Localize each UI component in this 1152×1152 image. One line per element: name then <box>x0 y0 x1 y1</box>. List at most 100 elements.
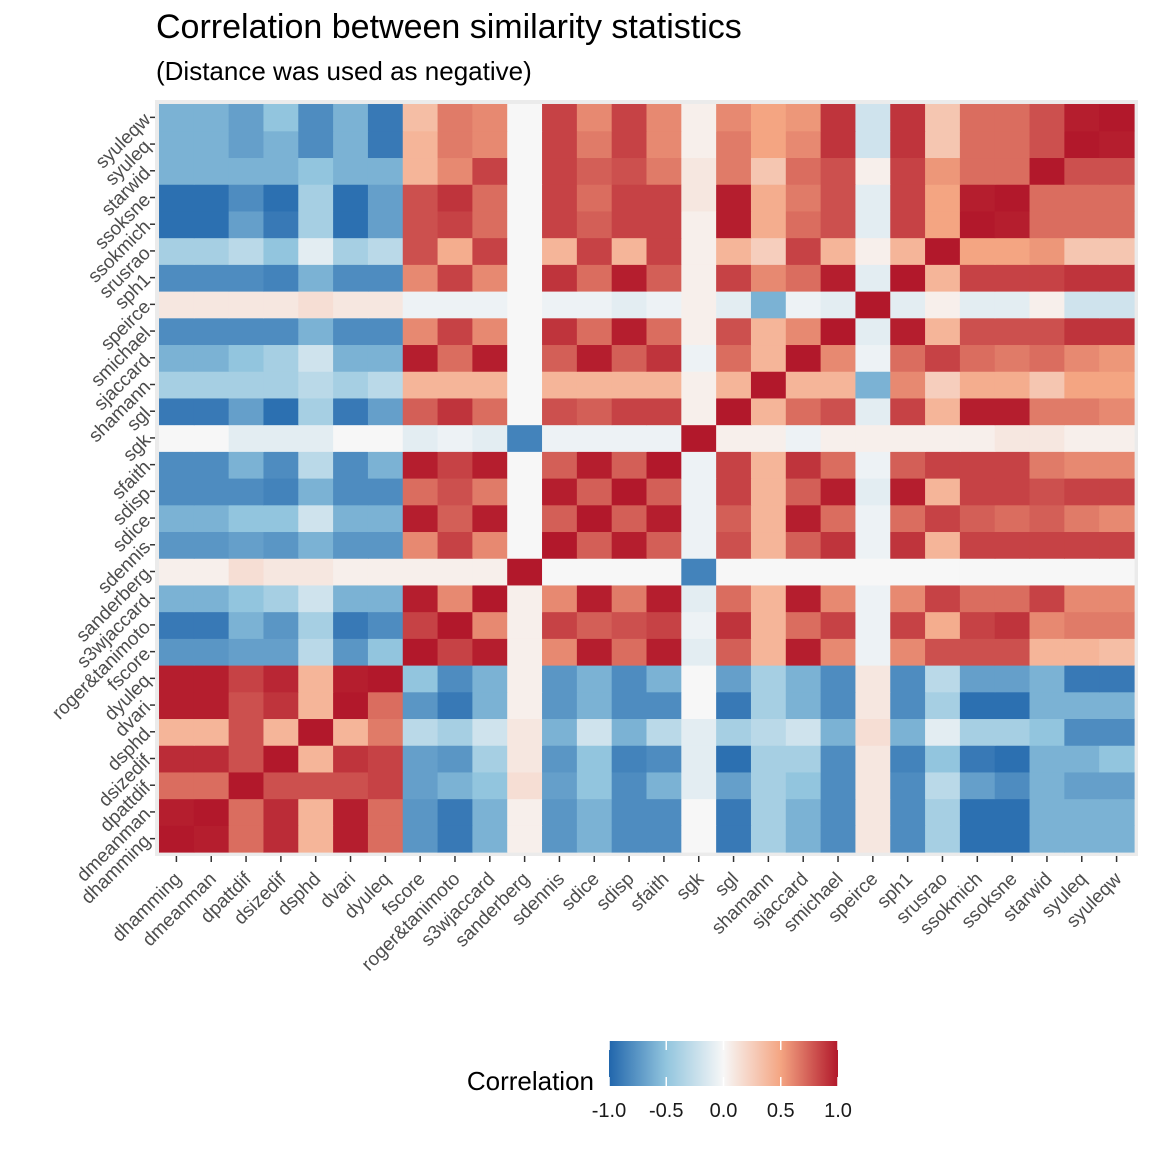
heatmap-cell <box>994 451 1031 479</box>
heatmap-cell <box>681 424 717 452</box>
heatmap-cell <box>646 451 682 479</box>
heatmap-cell <box>855 771 891 800</box>
heatmap-cell <box>333 184 369 212</box>
heatmap-cell <box>925 184 961 212</box>
heatmap-cell <box>1064 478 1100 506</box>
x-tick-label: sgk <box>673 868 709 904</box>
heatmap-cell <box>472 558 508 586</box>
heatmap-cell <box>716 638 752 666</box>
heatmap-cell <box>576 451 613 479</box>
heatmap-cell <box>820 184 857 212</box>
heatmap-cell <box>437 130 473 159</box>
heatmap-cell <box>228 291 265 319</box>
heatmap-cell <box>367 291 404 319</box>
heatmap-cell <box>159 691 195 720</box>
heatmap-cell <box>263 210 299 239</box>
heatmap-cell <box>925 371 961 399</box>
heatmap-cell <box>159 825 195 853</box>
heatmap-cell <box>716 665 752 693</box>
heatmap-cell <box>994 371 1031 399</box>
heatmap-cell <box>1099 237 1135 265</box>
heatmap-cell <box>367 451 404 479</box>
heatmap-cell <box>263 718 299 746</box>
heatmap-cell <box>855 104 891 132</box>
heatmap-cell <box>402 184 439 212</box>
heatmap-cell <box>925 478 961 506</box>
heatmap-cell <box>959 771 996 800</box>
heatmap-cell <box>994 344 1031 372</box>
heatmap-cell <box>855 291 891 319</box>
heatmap-cell <box>1029 371 1065 399</box>
heatmap-cell <box>472 157 508 185</box>
heatmap-cell <box>750 531 787 559</box>
heatmap-cell <box>611 237 648 265</box>
heatmap-cell <box>576 397 613 426</box>
heatmap-cell <box>1099 210 1135 239</box>
heatmap-cell <box>1099 718 1135 746</box>
heatmap-cell <box>611 424 648 452</box>
heatmap-cell <box>193 745 230 773</box>
heatmap-cell <box>437 264 473 292</box>
heatmap-cell <box>681 291 717 319</box>
heatmap-cell <box>820 264 857 292</box>
heatmap-cell <box>750 210 787 239</box>
heatmap-cell <box>855 130 891 159</box>
heatmap-cell <box>507 771 543 800</box>
heatmap-cell <box>925 504 961 533</box>
heatmap-cell <box>1029 157 1065 185</box>
heatmap-cell <box>507 718 543 746</box>
heatmap-cell <box>367 558 404 586</box>
heatmap-cell <box>1064 638 1100 666</box>
heatmap-cell <box>576 424 613 452</box>
heatmap-cell <box>507 478 543 506</box>
heatmap-cell <box>159 291 195 319</box>
heatmap-cell <box>193 611 230 639</box>
heatmap-cell <box>159 237 195 265</box>
heatmap-cell <box>611 638 648 666</box>
heatmap-cell <box>576 504 613 533</box>
heatmap-cell <box>716 130 752 159</box>
heatmap-cell <box>507 184 543 212</box>
heatmap-cell <box>402 317 439 346</box>
heatmap-cell <box>472 718 508 746</box>
heatmap-cell <box>646 665 682 693</box>
heatmap-cell <box>611 291 648 319</box>
heatmap-cell <box>890 317 926 346</box>
heatmap-cell <box>437 638 473 666</box>
heatmap-cell <box>1099 424 1135 452</box>
heatmap-cell <box>681 371 717 399</box>
heatmap-cell <box>507 371 543 399</box>
heatmap-cell <box>472 798 508 826</box>
heatmap-cell <box>402 665 439 693</box>
heatmap-cell <box>959 745 996 773</box>
heatmap-cell <box>611 798 648 826</box>
heatmap-cell <box>402 504 439 533</box>
heatmap-cell <box>507 584 543 613</box>
heatmap-cell <box>611 371 648 399</box>
heatmap-cell <box>228 798 265 826</box>
heatmap-cell <box>1029 638 1065 666</box>
heatmap-cell <box>472 584 508 613</box>
heatmap-cell <box>333 718 369 746</box>
heatmap-cell <box>542 264 578 292</box>
heatmap-cell <box>994 745 1031 773</box>
heatmap-cell <box>681 558 717 586</box>
heatmap-cell <box>367 104 404 132</box>
heatmap-cell <box>959 264 996 292</box>
heatmap-cell <box>925 130 961 159</box>
heatmap-cell <box>228 504 265 533</box>
heatmap-cell <box>959 371 996 399</box>
heatmap-cell <box>402 745 439 773</box>
heatmap-cell <box>925 104 961 132</box>
heatmap-cell <box>890 291 926 319</box>
legend-tick-label: 0.0 <box>710 1100 738 1122</box>
heatmap-cell <box>193 371 230 399</box>
heatmap-cell <box>646 825 682 853</box>
heatmap-cell <box>437 184 473 212</box>
heatmap-cell <box>437 531 473 559</box>
heatmap-cell <box>228 745 265 773</box>
heatmap-cell <box>576 798 613 826</box>
heatmap-cell <box>959 157 996 185</box>
heatmap-cell <box>890 104 926 132</box>
heatmap-cell <box>681 638 717 666</box>
